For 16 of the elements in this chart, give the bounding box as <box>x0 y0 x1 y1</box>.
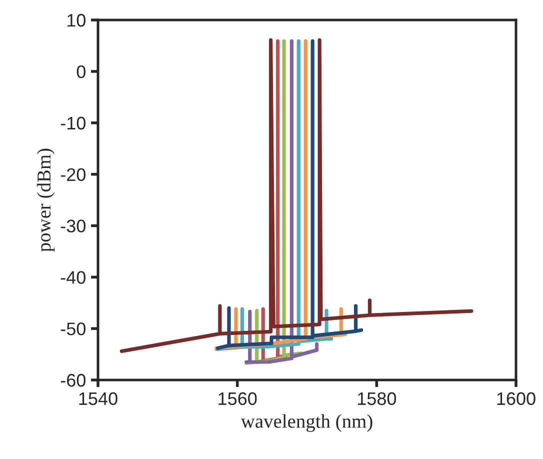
x-tick-label: 1560 <box>218 392 257 406</box>
y-tick-label: -60 <box>60 374 86 387</box>
y-axis-title: power (dBm) <box>36 148 55 252</box>
line-series <box>244 39 319 364</box>
y-tick-label: -50 <box>60 322 86 336</box>
x-tick-label: 1580 <box>358 392 396 406</box>
line-series <box>120 38 474 354</box>
x-tick-label: 1600 <box>497 392 536 406</box>
y-tick-label: 10 <box>67 14 86 27</box>
y-tick-label: 0 <box>76 65 86 78</box>
y-tick-label: -30 <box>60 220 86 232</box>
y-tick-label: -10 <box>60 116 86 130</box>
y-tick-label: -40 <box>60 271 86 284</box>
y-tick-label: -20 <box>60 168 86 182</box>
x-tick-label: 1540 <box>79 392 118 406</box>
x-axis-title: wavelength (nm) <box>240 414 372 432</box>
